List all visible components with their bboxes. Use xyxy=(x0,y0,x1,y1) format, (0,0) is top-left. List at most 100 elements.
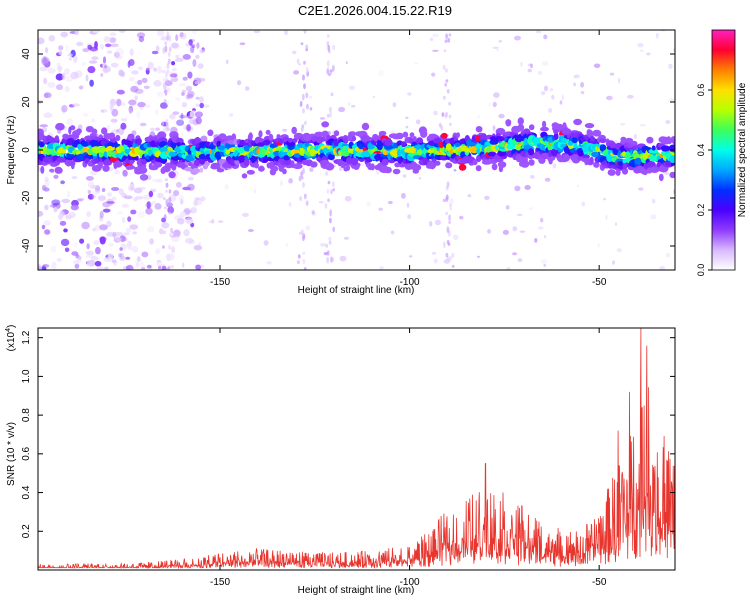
spectrogram-noise-cell xyxy=(181,92,185,96)
spectrogram-noise-cell xyxy=(164,41,168,46)
spectrogram-signal-cell xyxy=(577,150,584,157)
spectrogram-noise-cell xyxy=(38,266,43,270)
spectrogram-noise-cell xyxy=(81,221,90,230)
spectrogram-noise-cell xyxy=(305,225,311,231)
spectrogram-signal-cell xyxy=(40,166,45,174)
spectrogram-signal-cell xyxy=(118,162,123,167)
spectrogram-noise-cell xyxy=(527,68,532,73)
spectrogram-noise-cell xyxy=(492,46,499,49)
spectrogram-noise-cell xyxy=(540,91,546,96)
spectrogram-signal-cell xyxy=(276,134,281,139)
spectrogram-noise-cell xyxy=(194,122,197,126)
spectrogram-signal-cell xyxy=(553,129,559,134)
spectrogram-noise-cell xyxy=(516,213,523,216)
snr-y-label: SNR (10 * v/v) xyxy=(6,422,17,486)
spectrogram-noise-cell xyxy=(38,210,44,217)
x-tick-label: -150 xyxy=(210,277,230,288)
spectrogram-noise-cell xyxy=(74,263,80,269)
spectrogram-noise-cell xyxy=(329,69,333,73)
spectrogram-noise-cell xyxy=(51,261,57,270)
spectrogram-noise-cell xyxy=(541,61,549,67)
spectrogram-noise-cell xyxy=(329,209,333,217)
spectrogram-noise-cell xyxy=(168,35,172,42)
spectrogram-noise-cell xyxy=(506,267,511,270)
spectrogram-noise-cell xyxy=(429,37,434,42)
spectrogram-signal-cell xyxy=(491,163,498,171)
spectrogram-signal-cell xyxy=(533,151,540,158)
spectrogram-noise-cell xyxy=(66,118,74,126)
spectrogram-noise-cell xyxy=(106,201,115,204)
spectrogram-noise-cell xyxy=(95,246,101,255)
spectrogram-noise-cell xyxy=(44,176,49,183)
spectrogram-noise-cell xyxy=(171,61,176,66)
spectrogram-noise-cell xyxy=(517,258,523,262)
spectrogram-noise-cell xyxy=(60,238,70,247)
spectrogram-noise-cell xyxy=(535,30,542,34)
spectrogram-noise-cell xyxy=(87,44,92,50)
spectrogram-noise-cell xyxy=(117,211,123,215)
spectrogram-noise-cell xyxy=(446,89,450,94)
snr-x-label: Height of straight line (km) xyxy=(298,585,415,596)
spectrogram-noise-cell xyxy=(302,233,306,240)
spectrogram-signal-cell xyxy=(287,137,294,143)
spectrogram-noise-cell xyxy=(78,85,84,90)
spectrogram-noise-cell xyxy=(119,247,123,251)
spectrogram-noise-cell xyxy=(41,184,47,191)
spectrogram-noise-cell xyxy=(451,264,455,268)
spectrogram-noise-cell xyxy=(190,207,197,214)
spectrogram-noise-cell xyxy=(55,73,64,81)
spectrogram-noise-cell xyxy=(123,232,130,236)
spectrogram-noise-cell xyxy=(372,95,376,99)
spectrogram-noise-cell xyxy=(101,188,106,192)
spectrogram-signal-cell xyxy=(233,138,239,146)
spectrogram-noise-cell xyxy=(169,113,176,120)
spectrogram-signal-cell xyxy=(669,171,675,179)
spectrogram-signal-cell xyxy=(387,153,392,159)
spectrogram-noise-cell xyxy=(351,104,356,108)
spectrogram-noise-cell xyxy=(189,110,198,118)
spectrogram-noise-cell xyxy=(306,103,309,110)
spectrogram-noise-cell xyxy=(345,61,348,65)
spectrogram-noise-cell xyxy=(165,189,168,193)
spectrogram-noise-cell xyxy=(77,198,84,202)
spectrogram-signal-cell xyxy=(395,132,404,140)
colorbar-tick-label: 0.2 xyxy=(696,204,706,217)
spectrogram-noise-cell xyxy=(39,66,48,72)
spectrogram-signal-cell xyxy=(258,130,263,138)
spectrogram-noise-cell xyxy=(163,98,167,103)
spectrogram-noise-cell xyxy=(332,64,335,72)
spectrogram-noise-cell xyxy=(119,256,126,261)
spectrogram-signal-cell xyxy=(476,148,481,154)
spectrogram-noise-cell xyxy=(153,67,157,72)
y-tick-label: 0 xyxy=(21,147,32,153)
spectrogram-signal-cell xyxy=(383,144,394,150)
spectrogram-noise-cell xyxy=(137,66,144,71)
spectrogram-noise-cell xyxy=(440,125,444,131)
spectrogram-noise-cell xyxy=(44,179,50,187)
spectrogram-signal-cell xyxy=(166,162,171,169)
spectrogram-noise-cell xyxy=(155,45,160,52)
spectrogram-signal-cell xyxy=(589,156,594,164)
spectrogram-noise-cell xyxy=(166,62,170,70)
spectrogram-signal-cell xyxy=(671,138,675,145)
spectrogram-noise-cell xyxy=(135,262,140,268)
spectrogram-noise-cell xyxy=(291,50,297,55)
spectrogram-noise-cell xyxy=(326,113,330,118)
spectrogram-noise-cell xyxy=(551,94,555,100)
spectrogram-signal-cell xyxy=(140,158,148,165)
spectrogram-noise-cell xyxy=(492,101,497,108)
spectrogram-noise-cell xyxy=(82,48,90,53)
spectrogram-signal-cell xyxy=(91,146,101,154)
spectrogram-noise-cell xyxy=(129,48,134,56)
spectrogram-noise-cell xyxy=(100,73,104,77)
spectrogram-signal-cell xyxy=(634,157,643,165)
spectrogram-noise-cell xyxy=(498,40,503,43)
spectrogram-signal-cell xyxy=(481,133,487,141)
spectrogram-noise-cell xyxy=(86,243,90,250)
spectrogram-noise-cell xyxy=(573,74,580,79)
spectrogram-noise-cell xyxy=(511,252,518,256)
colorbar-label: Normalized spectral amplitude xyxy=(737,82,748,217)
spectrogram-signal-cell xyxy=(487,151,497,157)
spectrogram-noise-cell xyxy=(107,192,113,197)
spectrogram-noise-cell xyxy=(81,62,86,66)
